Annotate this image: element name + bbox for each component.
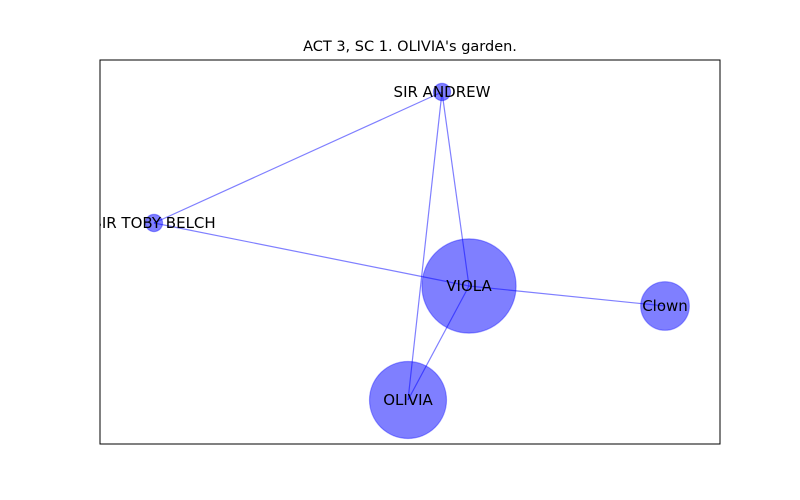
node-clown [640, 281, 690, 331]
node-olivia [368, 360, 448, 440]
edge-sir-andrew-sir-toby-belch [153, 91, 443, 224]
edge-sir-toby-belch-viola [153, 222, 470, 287]
node-label-sir-andrew: SIR ANDREW [394, 83, 491, 101]
node-label-viola: VIOLA [446, 277, 492, 295]
node-sir-andrew [432, 82, 452, 102]
plot-area: SIR ANDREW SIR TOBY BELCH VIOLA Clown OLIVIA [92, 82, 690, 440]
labels-layer: SIR ANDREW SIR TOBY BELCH VIOLA Clown OLIVIA [92, 83, 688, 409]
edge-sir-andrew-olivia [407, 91, 443, 401]
node-label-sir-toby-belch: SIR TOBY BELCH [92, 214, 215, 232]
node-viola [421, 238, 517, 334]
nodes-layer [144, 82, 690, 440]
node-label-olivia: OLIVIA [383, 391, 433, 409]
node-label-clown: Clown [642, 297, 688, 315]
figure-title: ACT 3, SC 1. OLIVIA's garden. [303, 39, 517, 55]
node-sir-toby-belch [144, 213, 164, 233]
